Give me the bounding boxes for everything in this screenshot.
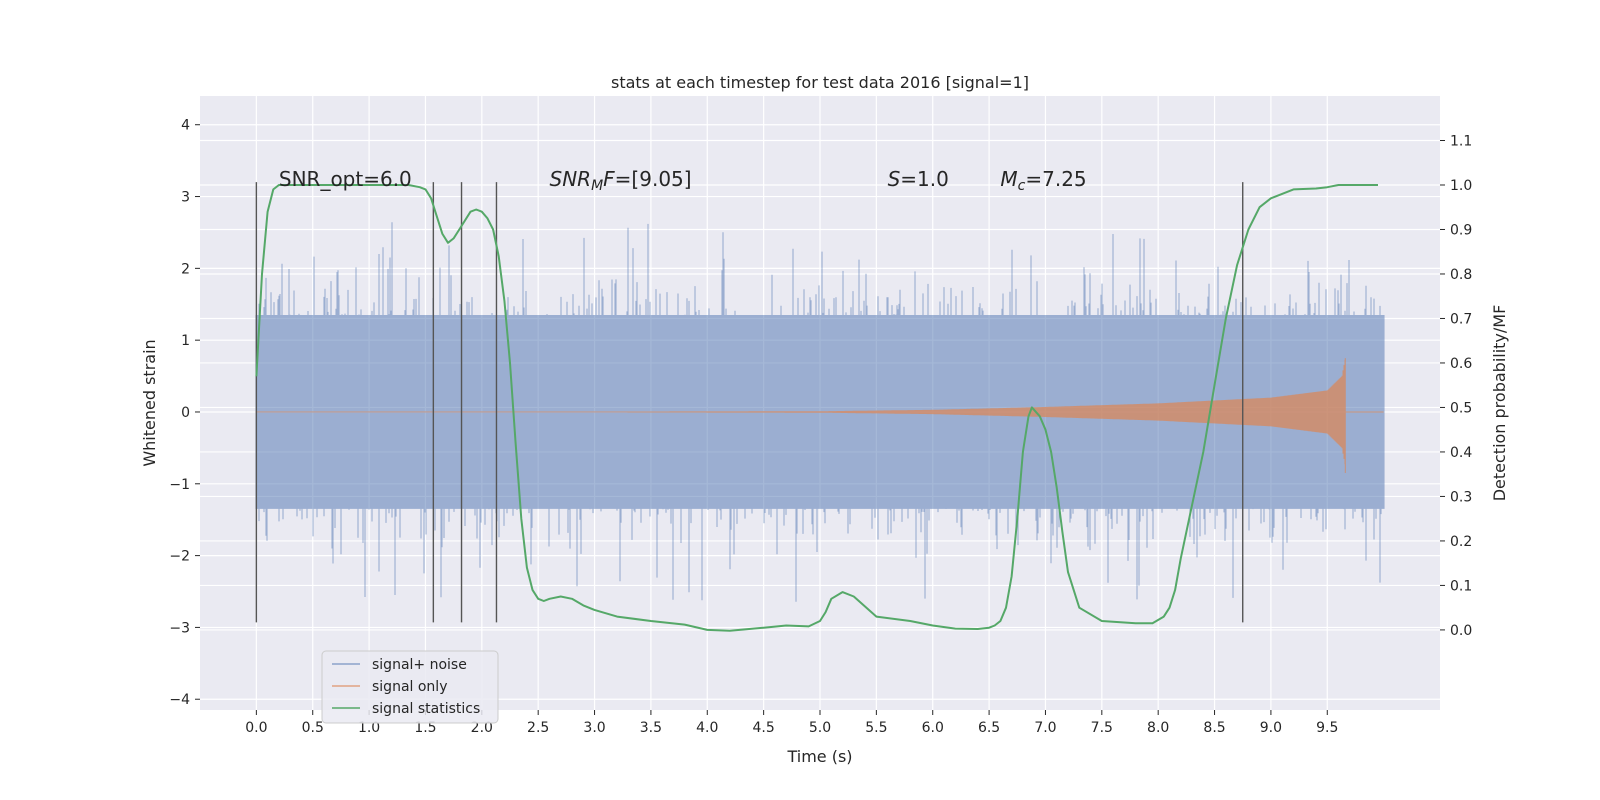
y-tick-label: −2 bbox=[169, 549, 190, 565]
x-tick-label: 5.0 bbox=[809, 720, 831, 736]
y2-tick-label: 0.2 bbox=[1450, 534, 1472, 550]
y2-axis-ticks: 0.0 0.1 0.2 0.3 0.4 0.5 0.6 0.7 0.8 0.9 1.0 1.1 bbox=[1440, 133, 1472, 639]
x-tick-label: 8.5 bbox=[1203, 720, 1225, 736]
y2-tick-label: 0.1 bbox=[1450, 578, 1472, 594]
legend-box bbox=[321, 650, 499, 724]
annotations: SNR_opt=6.0 SNRMF=[9.05] S=1.0 Mc=7.25 bbox=[279, 167, 1087, 194]
x-tick-label: 3.0 bbox=[583, 720, 605, 736]
x-tick-label: 5.5 bbox=[865, 720, 887, 736]
annotation-s-italic: S bbox=[888, 167, 901, 191]
annotation-s: S=1.0 bbox=[888, 167, 949, 191]
x-tick-label: 7.0 bbox=[1034, 720, 1056, 736]
y2-tick-label: 1.0 bbox=[1450, 178, 1472, 194]
annotation-mc-base: M bbox=[1000, 167, 1017, 191]
signal-statistics-series bbox=[255, 184, 1378, 632]
x-tick-label: 6.0 bbox=[922, 720, 944, 736]
y2-tick-label: 0.3 bbox=[1450, 489, 1472, 505]
x-axis-label: Time (s) bbox=[786, 747, 852, 766]
x-tick-label: 9.0 bbox=[1260, 720, 1282, 736]
x-axis-ticks: 0.0 0.5 1.0 1.5 2.0 2.5 3.0 3.5 4.0 4.5 5.0 5.5 6.0 6… bbox=[245, 710, 1338, 736]
legend-label-signal-noise: signal+ noise bbox=[372, 657, 467, 673]
y-tick-label: 3 bbox=[181, 190, 190, 206]
x-tick-label: 2.5 bbox=[527, 720, 549, 736]
annotation-snr-opt: SNR_opt=6.0 bbox=[279, 167, 412, 191]
legend-label-signal-only: signal only bbox=[372, 679, 447, 695]
x-tick-label: 8.0 bbox=[1147, 720, 1169, 736]
annotation-mc: Mc=7.25 bbox=[1000, 167, 1086, 194]
y2-tick-label: 0.6 bbox=[1450, 356, 1472, 372]
x-tick-label: 4.0 bbox=[696, 720, 718, 736]
x-tick-label: 0.0 bbox=[245, 720, 267, 736]
annotation-snr-mf-rest: =[9.05] bbox=[615, 167, 692, 191]
y2-tick-label: 0.7 bbox=[1450, 311, 1472, 327]
y-tick-label: 4 bbox=[181, 118, 190, 134]
x-tick-label: 3.5 bbox=[640, 720, 662, 736]
y-axis-label: Whitened strain bbox=[140, 339, 159, 466]
y2-axis-label: Detection probability/MF bbox=[1490, 305, 1509, 502]
y2-tick-label: 0.9 bbox=[1450, 222, 1472, 238]
signal-statistics-line bbox=[255, 184, 1378, 632]
legend-label-signal-statistics: signal statistics bbox=[372, 701, 480, 717]
x-tick-label: 9.5 bbox=[1316, 720, 1338, 736]
annotation-snr-mf: SNRMF=[9.05] bbox=[550, 167, 692, 194]
y-tick-label: −4 bbox=[169, 692, 190, 708]
y-axis-ticks: −4 −3 −2 −1 0 1 2 3 4 bbox=[169, 118, 200, 708]
legend: signal+ noise signal only signal statist… bbox=[321, 650, 499, 724]
y-tick-label: 2 bbox=[181, 261, 190, 277]
y-tick-label: −1 bbox=[169, 477, 190, 493]
x-tick-label: 6.5 bbox=[978, 720, 1000, 736]
annotation-mc-rest: =7.25 bbox=[1025, 167, 1086, 191]
x-tick-label: 1.0 bbox=[358, 720, 380, 736]
x-tick-label: 0.5 bbox=[302, 720, 324, 736]
annotation-s-rest: =1.0 bbox=[900, 167, 949, 191]
x-tick-label: 4.5 bbox=[753, 720, 775, 736]
y2-tick-label: 1.1 bbox=[1450, 133, 1472, 149]
y2-tick-label: 0.5 bbox=[1450, 400, 1472, 416]
annotation-mc-sub: c bbox=[1018, 178, 1026, 194]
y2-tick-label: 0.0 bbox=[1450, 623, 1472, 639]
x-tick-label: 7.5 bbox=[1091, 720, 1113, 736]
y-tick-label: −3 bbox=[169, 620, 190, 636]
annotation-snr-mf-sub: M bbox=[591, 178, 603, 194]
y-tick-label: 0 bbox=[181, 405, 190, 421]
y-tick-label: 1 bbox=[181, 333, 190, 349]
x-tick-label: 2.0 bbox=[471, 720, 493, 736]
annotation-snr-mf-base: SNR bbox=[550, 167, 592, 191]
x-tick-label: 1.5 bbox=[414, 720, 436, 736]
y2-tick-label: 0.4 bbox=[1450, 445, 1472, 461]
chart-title: stats at each timestep for test data 201… bbox=[611, 73, 1029, 92]
y2-tick-label: 0.8 bbox=[1450, 267, 1472, 283]
annotation-snr-mf-rest-f: F bbox=[603, 167, 615, 191]
vertical-markers bbox=[255, 182, 1244, 623]
